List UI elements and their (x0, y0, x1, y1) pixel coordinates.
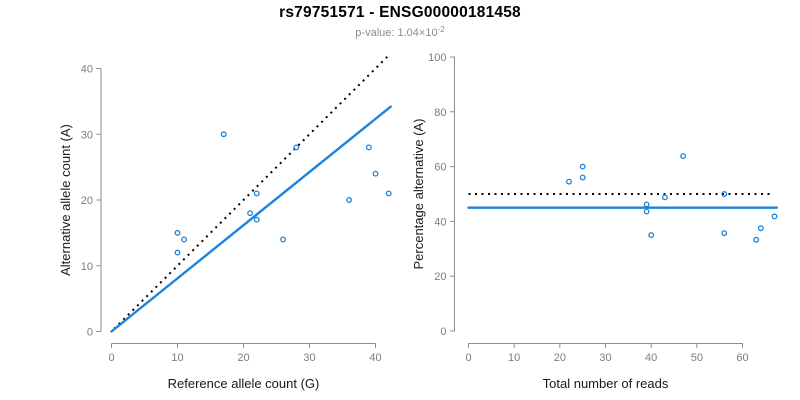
figure-title: rs79751571 - ENSG00000181458 (279, 4, 521, 21)
y-tick-label: 20 (81, 195, 93, 207)
x-tick-label: 20 (554, 352, 566, 364)
y-tick-label: 30 (81, 129, 93, 141)
x-tick-label: 10 (171, 352, 183, 364)
data-point (385, 190, 392, 197)
y-axis-title: Alternative allele count (A) (58, 124, 73, 276)
data-point (721, 191, 728, 197)
data-point (680, 153, 687, 160)
data-point (253, 216, 260, 223)
data-point (643, 201, 650, 208)
pvalue-exponent: -2 (437, 25, 445, 34)
plot-allele-counts: 0 10 20 30 40 Reference allele count (G) 0 10 20… (58, 54, 392, 391)
x-tick-label: 10 (508, 352, 520, 364)
data-point (346, 197, 353, 203)
data-point (181, 236, 188, 243)
data-point (247, 210, 254, 217)
plot-percentage-alternative: 0 10 20 30 40 50 60 Total number of reads 0 20 40 6… (411, 52, 778, 391)
x-tick-label: 30 (599, 352, 611, 364)
data-point (220, 131, 227, 138)
data-point (757, 225, 764, 232)
x-tick-label: 50 (691, 352, 703, 364)
x-tick-label: 40 (645, 352, 657, 364)
y-tick-label: 40 (434, 216, 446, 228)
y-tick-label: 0 (87, 327, 93, 339)
x-tick-label: 30 (303, 352, 315, 364)
data-point (293, 144, 300, 151)
data-point (648, 232, 655, 239)
x-tick-label: 60 (736, 352, 748, 364)
x-tick-label: 40 (369, 352, 381, 364)
x-tick-label: 0 (465, 352, 471, 364)
data-point (253, 190, 260, 197)
y-tick-label: 0 (440, 326, 446, 338)
data-point (721, 230, 728, 237)
fit-line (110, 105, 392, 333)
data-point (372, 170, 379, 177)
data-point (579, 163, 586, 170)
y-axis-title: Percentage alternative (A) (411, 118, 426, 269)
data-point (174, 229, 181, 236)
pvalue-subtitle: p-value: 1.04×10-2 (0, 25, 800, 39)
y-tick-label: 40 (81, 64, 93, 76)
y-tick-label: 100 (428, 52, 446, 64)
x-tick-label: 0 (108, 352, 114, 364)
identity-line (113, 54, 390, 330)
y-tick-label: 80 (434, 107, 446, 119)
x-tick-label: 20 (237, 352, 249, 364)
x-axis-title: Reference allele count (G) (168, 376, 320, 391)
data-point (566, 178, 572, 185)
data-point (280, 236, 287, 243)
data-point (643, 208, 650, 215)
data-point (753, 236, 760, 243)
data-point (661, 194, 668, 201)
data-point (771, 213, 778, 220)
y-tick-label: 60 (434, 162, 446, 174)
y-tick-label: 10 (81, 261, 93, 273)
data-point (174, 249, 181, 256)
pvalue-base: p-value: 1.04×10 (355, 27, 438, 39)
data-point (579, 174, 586, 181)
x-axis-title: Total number of reads (543, 376, 669, 391)
y-tick-label: 20 (434, 271, 446, 283)
data-point (365, 144, 372, 151)
